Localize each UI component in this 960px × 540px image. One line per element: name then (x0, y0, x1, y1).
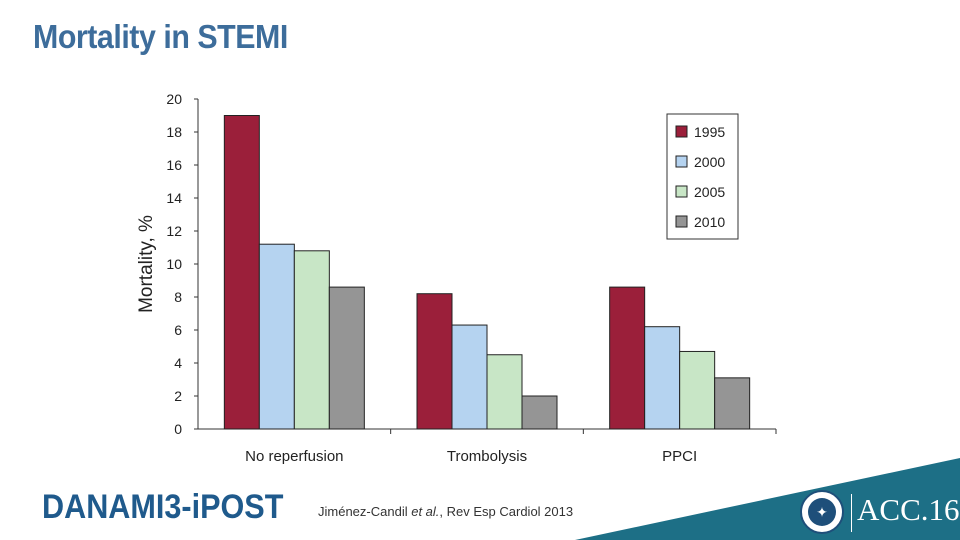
bar-2000 (644, 326, 681, 430)
bar-2010 (328, 286, 365, 430)
y-tick-label: 10 (166, 256, 182, 272)
footer-brand: DANAMI3-iPOST (42, 488, 284, 526)
x-category-label: Trombolysis (447, 448, 527, 465)
y-tick-label: 14 (166, 190, 182, 206)
bar-2005 (293, 250, 330, 430)
y-tick-label: 0 (174, 421, 182, 437)
slide-title: Mortality in STEMI (33, 18, 288, 55)
bar-2010 (714, 377, 751, 430)
bar-2005 (679, 350, 716, 430)
y-tick-label: 12 (166, 223, 182, 239)
y-tick-label: 2 (174, 388, 182, 404)
legend-swatch-2005 (675, 185, 688, 198)
bar-1995 (609, 286, 646, 430)
acc-logo-text: ACC.16 (857, 492, 960, 527)
acc-seal-logo: ✦ (800, 490, 844, 534)
y-tick-label: 20 (166, 91, 182, 107)
legend-label: 2010 (694, 214, 725, 230)
legend-label: 1995 (694, 124, 725, 140)
logo-divider (851, 494, 852, 532)
citation-author: Jiménez-Candil (318, 504, 408, 519)
citation-etal: et al. (411, 504, 440, 519)
legend-swatch-2010 (675, 215, 688, 228)
legend-label: 2005 (694, 184, 725, 200)
legend-label: 2000 (694, 154, 725, 170)
bar-2010 (521, 395, 558, 430)
x-category-label: PPCI (662, 448, 697, 465)
y-tick-label: 8 (174, 289, 182, 305)
y-axis-label: Mortality, % (136, 215, 157, 313)
citation: Jiménez-Candil et al., Rev Esp Cardiol 2… (318, 504, 573, 519)
citation-source: , Rev Esp Cardiol 2013 (439, 504, 574, 519)
bar-1995 (416, 293, 453, 430)
y-tick-label: 4 (174, 355, 182, 371)
y-tick-label: 16 (166, 157, 182, 173)
x-category-label: No reperfusion (245, 448, 343, 465)
seal-emblem-icon: ✦ (816, 504, 828, 520)
legend-swatch-1995 (675, 125, 688, 138)
y-tick-label: 18 (166, 124, 182, 140)
bar-1995 (223, 115, 260, 430)
bar-2000 (258, 243, 295, 430)
y-tick-label: 6 (174, 322, 182, 338)
legend-swatch-2000 (675, 155, 688, 168)
seal-inner: ✦ (808, 498, 836, 526)
bar-2005 (486, 354, 523, 430)
